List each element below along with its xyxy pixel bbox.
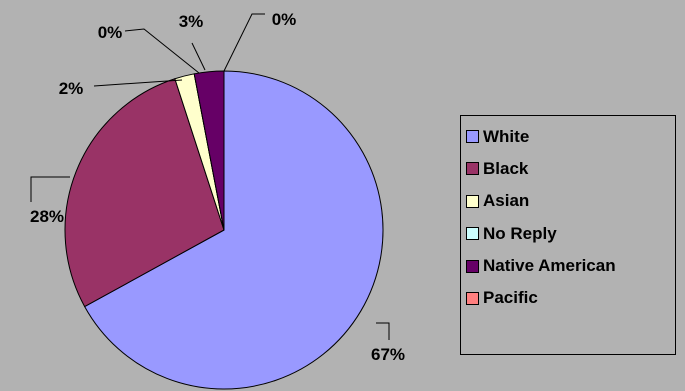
legend-swatch-white bbox=[466, 130, 479, 143]
data-label-native-american: 3% bbox=[179, 12, 204, 31]
leader-line-pacific bbox=[223, 13, 265, 72]
leader-line-white bbox=[376, 322, 390, 340]
legend-label-pacific: Pacific bbox=[483, 288, 538, 308]
pie-slice-white bbox=[84, 70, 384, 390]
legend-label-black: Black bbox=[483, 158, 529, 178]
data-labels: 67% 28% 2% 0% 3% 0% bbox=[30, 10, 405, 364]
data-label-no-reply: 0% bbox=[98, 23, 123, 42]
legend-item-asian: Asian bbox=[466, 188, 675, 215]
legend-label-no-reply: No Reply bbox=[483, 223, 557, 243]
leader-line-no-reply bbox=[124, 28, 200, 74]
pie-slices bbox=[64, 70, 384, 390]
leader-line-black bbox=[30, 176, 70, 202]
legend-item-pacific: Pacific bbox=[466, 285, 675, 312]
data-label-black: 28% bbox=[30, 207, 64, 226]
legend-swatch-asian bbox=[466, 194, 479, 208]
legend-swatch-black bbox=[466, 162, 479, 176]
data-label-pacific: 0% bbox=[272, 10, 297, 29]
leader-line-asian bbox=[93, 79, 183, 87]
data-label-white: 67% bbox=[371, 345, 405, 364]
legend-label-white: White bbox=[483, 126, 530, 146]
pie-slice-black bbox=[64, 78, 225, 308]
legend-item-white: White bbox=[466, 123, 675, 150]
legend-label-native-american: Native American bbox=[483, 256, 616, 276]
legend-item-black: Black bbox=[466, 155, 675, 182]
leader-line-native-american bbox=[191, 42, 206, 71]
data-label-asian: 2% bbox=[59, 79, 84, 98]
legend-item-no-reply: No Reply bbox=[466, 220, 675, 247]
legend: White Black Asian No Reply Native Americ… bbox=[460, 115, 676, 355]
leader-lines bbox=[30, 13, 390, 340]
legend-swatch-native-american bbox=[466, 259, 479, 273]
legend-label-asian: Asian bbox=[483, 191, 530, 211]
legend-item-native-american: Native American bbox=[466, 253, 675, 280]
legend-swatch-no-reply bbox=[466, 227, 479, 241]
legend-swatch-pacific bbox=[466, 291, 479, 305]
